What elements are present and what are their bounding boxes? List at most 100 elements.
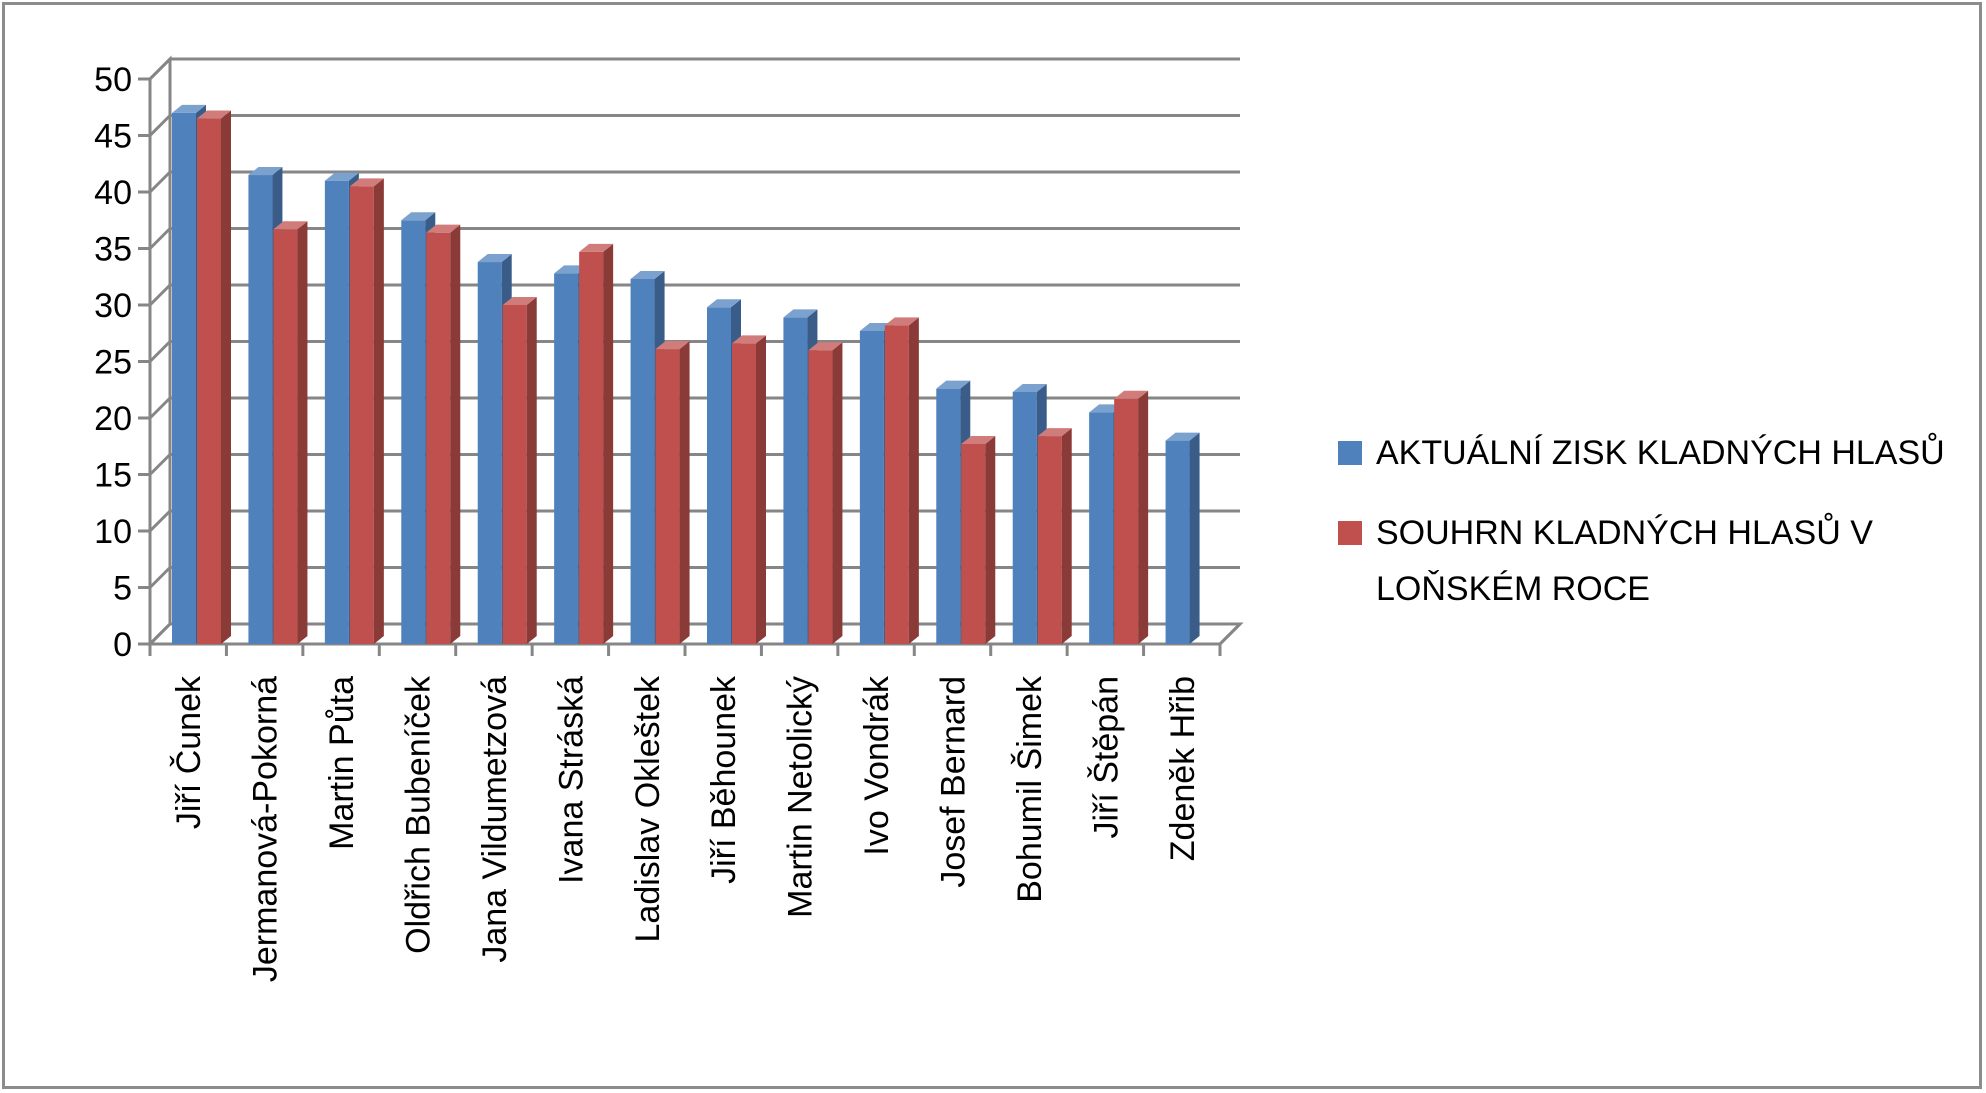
bar-top-series-2	[1114, 390, 1149, 399]
bar-series-1	[324, 180, 349, 644]
bar-top-series-1	[401, 212, 436, 221]
gridline-diag-35	[148, 227, 172, 250]
legend-swatch-series-1	[1338, 441, 1362, 465]
y-tick-label: 15	[94, 457, 132, 495]
y-tick-label: 35	[94, 231, 132, 269]
bar-side-series-2	[679, 341, 690, 644]
bar-side-series-2	[297, 221, 308, 645]
bar-side-series-2	[450, 224, 461, 644]
bar-top-series-2	[579, 243, 614, 252]
bar-series-2	[808, 350, 833, 644]
bar-top-series-1	[630, 271, 665, 280]
gridline-diag-20	[148, 396, 172, 420]
bar-top-series-1	[248, 167, 283, 176]
gridline-diag-25	[148, 340, 172, 363]
bar-series-2	[426, 232, 451, 644]
bar-series-1	[477, 262, 502, 644]
x-tick-label: Ivo Vondrák	[858, 675, 896, 856]
bar-side-series-2	[221, 110, 231, 645]
bar-series-2	[273, 229, 298, 645]
bar-side-series-2	[756, 335, 766, 644]
floor	[146, 622, 1244, 646]
bar-series-1	[401, 220, 426, 644]
y-tick-label: 30	[94, 287, 132, 325]
bar-series-1	[1012, 392, 1037, 644]
gridline-diag-0	[148, 622, 172, 646]
bar-series-2	[732, 343, 756, 644]
x-tick-label: Jiří Běhounek	[705, 675, 743, 884]
y-tick-label: 45	[94, 118, 132, 156]
bar-top-series-2	[655, 341, 690, 350]
bar-series-1	[554, 273, 579, 644]
bar-top-series-1	[936, 380, 971, 389]
bar-top-series-1	[172, 104, 206, 113]
x-tick-label: Zdeněk Hřib	[1164, 676, 1202, 861]
bar-side-series-2	[832, 342, 843, 644]
x-tick-label: Jiří Čunek	[170, 675, 208, 829]
y-tick-label: 50	[94, 61, 132, 99]
bar-side-series-1	[1189, 432, 1200, 644]
x-tick-label: Oldřich Bubeníček	[400, 675, 438, 954]
bar-series-1	[172, 112, 196, 644]
legend: AKTUÁLNÍ ZISK KLADNÝCH HLASŮ SOUHRN KLAD…	[1338, 425, 1978, 641]
bar-series-1	[1089, 412, 1114, 644]
gridline-diag-40	[148, 170, 172, 194]
y-tick-label: 0	[113, 626, 132, 664]
bar-series-2	[349, 186, 374, 644]
gridline-diag-45	[148, 114, 172, 137]
x-tick-label: Bohumil Šimek	[1011, 675, 1049, 903]
bar-top-series-2	[961, 435, 996, 444]
x-tick-label: Josef Bernard	[935, 676, 973, 888]
y-tick-label: 25	[94, 344, 132, 382]
bar-top-series-2	[349, 178, 384, 187]
bar-series-2	[655, 349, 680, 644]
bar-top-series-2	[197, 110, 231, 119]
x-tick-label: Martin Netolický	[782, 676, 820, 918]
y-tick-label: 5	[113, 570, 132, 608]
bar-top-series-1	[477, 254, 512, 263]
bar-top-series-2	[808, 342, 843, 351]
bar-side-series-2	[908, 317, 919, 644]
bar-top-series-1	[1012, 384, 1047, 393]
x-tick-label: Martin Půta	[323, 676, 361, 850]
bar-top-series-2	[884, 317, 919, 326]
bar-series-1	[936, 388, 961, 644]
bar-series-2	[502, 305, 527, 644]
bar-side-series-2	[985, 435, 996, 644]
bar-series-2	[579, 251, 604, 644]
y-tick-label: 20	[94, 400, 132, 438]
bar-top-series-1	[783, 309, 818, 318]
bar-top-series-2	[502, 297, 537, 305]
bar-series-1	[859, 330, 884, 644]
x-tick-label: Jiří Štěpán	[1087, 676, 1125, 839]
gridline-diag-30	[148, 283, 172, 307]
bar-side-series-2	[603, 243, 614, 644]
legend-label-series-2: SOUHRN KLADNÝCH HLASŮ V LOŇSKÉM ROCE	[1376, 514, 1873, 608]
legend-label-series-1: AKTUÁLNÍ ZISK KLADNÝCH HLASŮ	[1376, 434, 1945, 472]
y-tick-label: 40	[94, 174, 132, 212]
bar-top-series-2	[273, 221, 308, 230]
gridline-diag-15	[148, 453, 172, 476]
x-axis-end	[1218, 622, 1242, 646]
bar-series-2	[961, 443, 986, 644]
bar-series-1	[783, 317, 808, 644]
bar-series-2	[1037, 436, 1062, 644]
bar-series-1	[630, 279, 655, 644]
bar-top-series-2	[1037, 428, 1072, 437]
gridline-diag-50	[148, 57, 172, 81]
legend-item-series-1: AKTUÁLNÍ ZISK KLADNÝCH HLASŮ	[1338, 425, 1978, 481]
gridline-diag-5	[148, 566, 172, 589]
x-tick-label: Jana Vildumetzová	[476, 676, 514, 963]
bar-top-series-1	[707, 299, 741, 308]
bar-series-2	[884, 325, 909, 644]
bar-series-2	[197, 118, 221, 645]
bar-series-1	[1165, 440, 1190, 644]
gridline-diag-10	[148, 509, 172, 533]
y-tick-label: 10	[94, 513, 132, 551]
x-tick-label: Ivana Stráská	[552, 676, 590, 884]
bar-top-series-2	[426, 224, 461, 233]
bar-side-series-2	[373, 178, 384, 644]
bar-top-series-1	[1165, 432, 1200, 441]
bar-series-1	[707, 307, 731, 644]
